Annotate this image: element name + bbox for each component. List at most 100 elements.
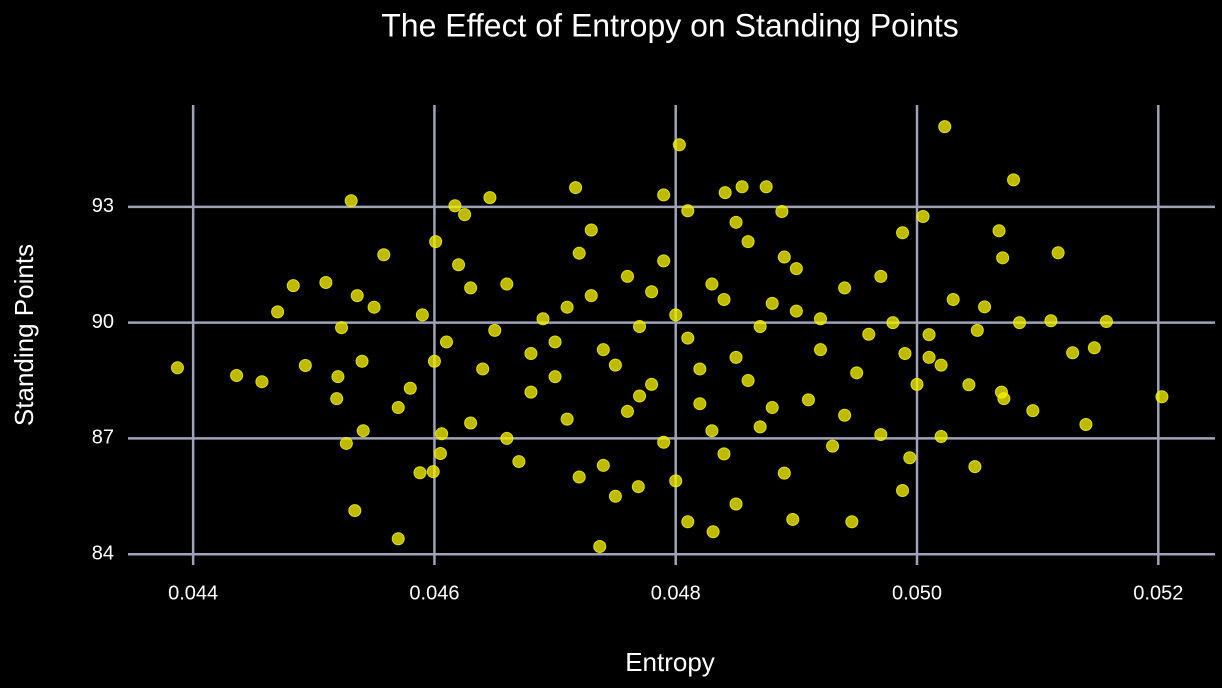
point <box>631 480 645 494</box>
point <box>429 235 443 249</box>
point <box>922 328 936 342</box>
point <box>789 262 803 276</box>
point <box>500 431 514 445</box>
point <box>681 515 695 529</box>
point <box>435 427 449 441</box>
point <box>962 378 976 392</box>
point <box>786 512 800 526</box>
point <box>230 369 244 383</box>
x-tick-label: 0.046 <box>409 582 459 604</box>
point <box>657 254 671 268</box>
point <box>593 539 607 553</box>
point <box>572 246 586 260</box>
point <box>705 424 719 438</box>
point <box>813 312 827 326</box>
point <box>488 323 502 337</box>
y-tick-label: 90 <box>92 311 114 333</box>
point <box>448 199 462 213</box>
point <box>729 350 743 364</box>
point <box>681 204 695 218</box>
point <box>413 466 427 480</box>
point <box>255 375 269 389</box>
point <box>500 277 514 291</box>
point <box>1013 316 1027 330</box>
point <box>339 436 353 450</box>
point <box>813 343 827 357</box>
point <box>765 401 779 415</box>
point <box>608 489 622 503</box>
point <box>569 181 583 195</box>
point <box>633 389 647 403</box>
point <box>620 269 634 283</box>
y-tick-label: 84 <box>92 542 114 564</box>
point <box>548 335 562 349</box>
point <box>415 308 429 322</box>
point <box>693 362 707 376</box>
point <box>548 370 562 384</box>
point <box>765 296 779 310</box>
point <box>916 210 930 224</box>
x-axis-title: Entropy <box>625 647 715 677</box>
x-tick-label: 0.050 <box>892 582 942 604</box>
x-tick-label: 0.048 <box>651 582 701 604</box>
point <box>801 393 815 407</box>
y-axis-title: Standing Points <box>9 244 39 426</box>
point <box>717 447 731 461</box>
point <box>596 343 610 357</box>
point <box>335 321 349 335</box>
point <box>1079 418 1093 432</box>
point <box>1026 404 1040 418</box>
point <box>464 281 478 295</box>
y-tick-label: 87 <box>92 427 114 449</box>
point <box>777 250 791 264</box>
point <box>970 323 984 337</box>
point <box>775 205 789 219</box>
point <box>845 515 859 529</box>
point <box>645 285 659 299</box>
point <box>789 304 803 318</box>
point <box>996 251 1010 265</box>
point <box>584 289 598 303</box>
point <box>464 416 478 430</box>
point <box>170 361 184 375</box>
point <box>777 466 791 480</box>
x-tick-label: 0.052 <box>1133 582 1183 604</box>
point <box>572 470 586 484</box>
point <box>1007 173 1021 187</box>
point <box>433 446 447 460</box>
point <box>994 385 1008 399</box>
point <box>934 358 948 372</box>
point <box>483 191 497 205</box>
point <box>741 235 755 249</box>
point <box>391 532 405 546</box>
point <box>693 397 707 411</box>
point <box>903 451 917 465</box>
point <box>968 460 982 474</box>
point <box>560 300 574 314</box>
point <box>286 279 300 293</box>
point <box>946 292 960 306</box>
point <box>476 362 490 376</box>
point <box>922 350 936 364</box>
point <box>391 401 405 415</box>
point <box>826 439 840 453</box>
point <box>350 289 364 303</box>
point <box>439 335 453 349</box>
point <box>735 180 749 194</box>
point <box>584 223 598 237</box>
point <box>377 248 391 262</box>
point <box>330 392 344 406</box>
point <box>672 138 686 152</box>
point <box>319 276 333 290</box>
point <box>753 320 767 334</box>
point <box>596 458 610 472</box>
point <box>560 412 574 426</box>
point <box>838 281 852 295</box>
point <box>681 331 695 345</box>
point <box>1066 346 1080 360</box>
point <box>645 377 659 391</box>
x-tick-label: 0.044 <box>168 582 218 604</box>
